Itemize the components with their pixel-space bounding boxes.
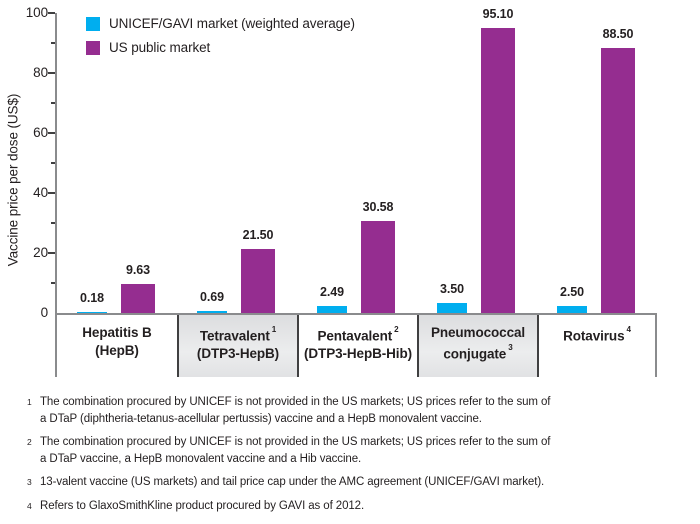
footnote-4: 4 Refers to GlaxoSmithKline product proc…: [27, 498, 687, 515]
y-minor-tick: [51, 162, 55, 164]
category-cell: Rotavirus 4: [537, 315, 657, 377]
footnote-1-line-1: The combination procured by UNICEF is no…: [40, 396, 551, 408]
y-major-tick: [48, 132, 55, 134]
footnote-4-text: Refers to GlaxoSmithKline product procur…: [40, 498, 687, 515]
bar-value-label: 0.69: [200, 289, 224, 304]
footnote-3-marker: 3: [27, 477, 32, 487]
footnote-3-line-1: 13-valent vaccine (US markets) and tail …: [40, 476, 545, 488]
category-band: Hepatitis B (HepB) Tetravalent 1 (DTP3-HepB)…: [57, 315, 657, 377]
bar-unicef-gavi: [197, 310, 227, 313]
footnote-4-marker: 4: [27, 501, 32, 511]
bar-value-label: 3.50: [440, 281, 464, 296]
y-major-tick: [48, 12, 55, 14]
footnote-1: 1 The combination procured by UNICEF is …: [27, 394, 687, 428]
bar-unicef-gavi: [317, 305, 347, 313]
bar-group: 2.50 88.50: [537, 13, 657, 313]
footnote-3-text: 13-valent vaccine (US markets) and tail …: [40, 474, 687, 491]
legend-label-us-public: US public market: [109, 40, 211, 55]
bar-value-label: 2.49: [320, 284, 344, 299]
y-tick-label: 40: [33, 185, 48, 200]
bar-value-label: 88.50: [602, 26, 634, 41]
footnote-2-marker: 2: [27, 437, 32, 447]
y-tick-label: 80: [33, 65, 48, 80]
category-label-line: (DTP3-HepB): [196, 346, 280, 361]
bar-value-label: 95.10: [482, 6, 514, 21]
bar-us-public: [481, 27, 515, 313]
y-minor-tick: [51, 222, 55, 224]
category-label-line: conjugate 3: [443, 342, 513, 361]
legend-swatch-us-public: [86, 40, 100, 55]
bar-value-label: 2.50: [560, 284, 584, 299]
bar-us-public: [601, 47, 635, 313]
y-major-tick: [48, 252, 55, 254]
y-minor-tick: [51, 102, 55, 104]
category-label-line: (DTP3-HepB-Hib): [304, 346, 412, 361]
bar-group: 3.50 95.10: [417, 7, 537, 313]
y-tick-label: 0: [40, 305, 49, 320]
y-tick-label: 60: [33, 125, 48, 140]
footnote-4-line-1: Refers to GlaxoSmithKline product procur…: [40, 500, 365, 512]
legend-swatch-unicef-gavi: [86, 16, 100, 31]
bar-unicef-gavi: [437, 302, 467, 313]
legend: UNICEF/GAVI market (weighted average) US…: [86, 16, 355, 64]
x-axis-baseline: [55, 313, 657, 315]
y-minor-tick: [51, 282, 55, 284]
footnote-1-line-2: a DTaP (diphtheria-tetanus-acellular per…: [40, 413, 482, 425]
category-cell: Tetravalent 1 (DTP3-HepB): [177, 315, 297, 377]
bar-us-public: [361, 221, 395, 313]
plot-area: 0.18 9.63 0.69 21.50 2.49 30.58 3.50 95.10 2.50 8…: [48, 7, 657, 313]
footnote-1-text: The combination procured by UNICEF is no…: [40, 394, 687, 428]
category-cell: Pentavalent 2 (DTP3-HepB-Hib): [297, 315, 417, 377]
y-tick-label: 100: [25, 5, 48, 20]
category-label-line: (HepB): [95, 342, 139, 358]
category-label-line: Rotavirus 4: [563, 325, 631, 344]
bar-value-label: 9.63: [126, 263, 150, 278]
legend-label-unicef-gavi: UNICEF/GAVI market (weighted average): [109, 16, 355, 31]
category-label-line: Pentavalent 2: [317, 325, 399, 344]
bar-us-public: [121, 284, 155, 313]
y-tick-label: 20: [33, 245, 48, 260]
category-cell: Pneumococcal conjugate 3: [417, 315, 537, 377]
y-major-tick: [48, 72, 55, 74]
bar-value-label: 21.50: [242, 227, 274, 242]
y-axis-title: Vaccine price per dose (US$): [5, 93, 21, 267]
category-label-line: Tetravalent 1: [199, 325, 277, 344]
y-axis-line: [55, 13, 57, 377]
footnote-3: 3 13-valent vaccine (US markets) and tai…: [27, 474, 687, 491]
footnote-1-marker: 1: [27, 397, 32, 407]
footnote-2-line-2: a DTaP vaccine, a HepB monovalent vaccin…: [40, 453, 362, 465]
bar-group: 2.49 30.58: [297, 13, 417, 313]
y-major-tick: [48, 192, 55, 194]
footnote-2-text: The combination procured by UNICEF is no…: [40, 434, 687, 468]
bar-value-label: 0.18: [80, 291, 104, 305]
category-label-line: Hepatitis B: [82, 325, 152, 340]
bar-value-label: 30.58: [362, 200, 394, 215]
legend-item-unicef-gavi: UNICEF/GAVI market (weighted average): [86, 16, 355, 31]
bar-group: 0.69 21.50: [177, 13, 297, 313]
bar-unicef-gavi: [557, 305, 587, 313]
bar-group: 0.18 9.63: [57, 13, 177, 313]
footnote-2: 2 The combination procured by UNICEF is …: [27, 434, 687, 468]
footnote-2-line-1: The combination procured by UNICEF is no…: [40, 436, 551, 448]
category-cell: Hepatitis B (HepB): [57, 315, 177, 377]
y-minor-tick: [51, 42, 55, 44]
bar-us-public: [241, 248, 275, 313]
legend-item-us-public: US public market: [86, 40, 355, 55]
category-label-line: Pneumococcal: [430, 325, 526, 340]
bar-unicef-gavi: [77, 312, 107, 313]
